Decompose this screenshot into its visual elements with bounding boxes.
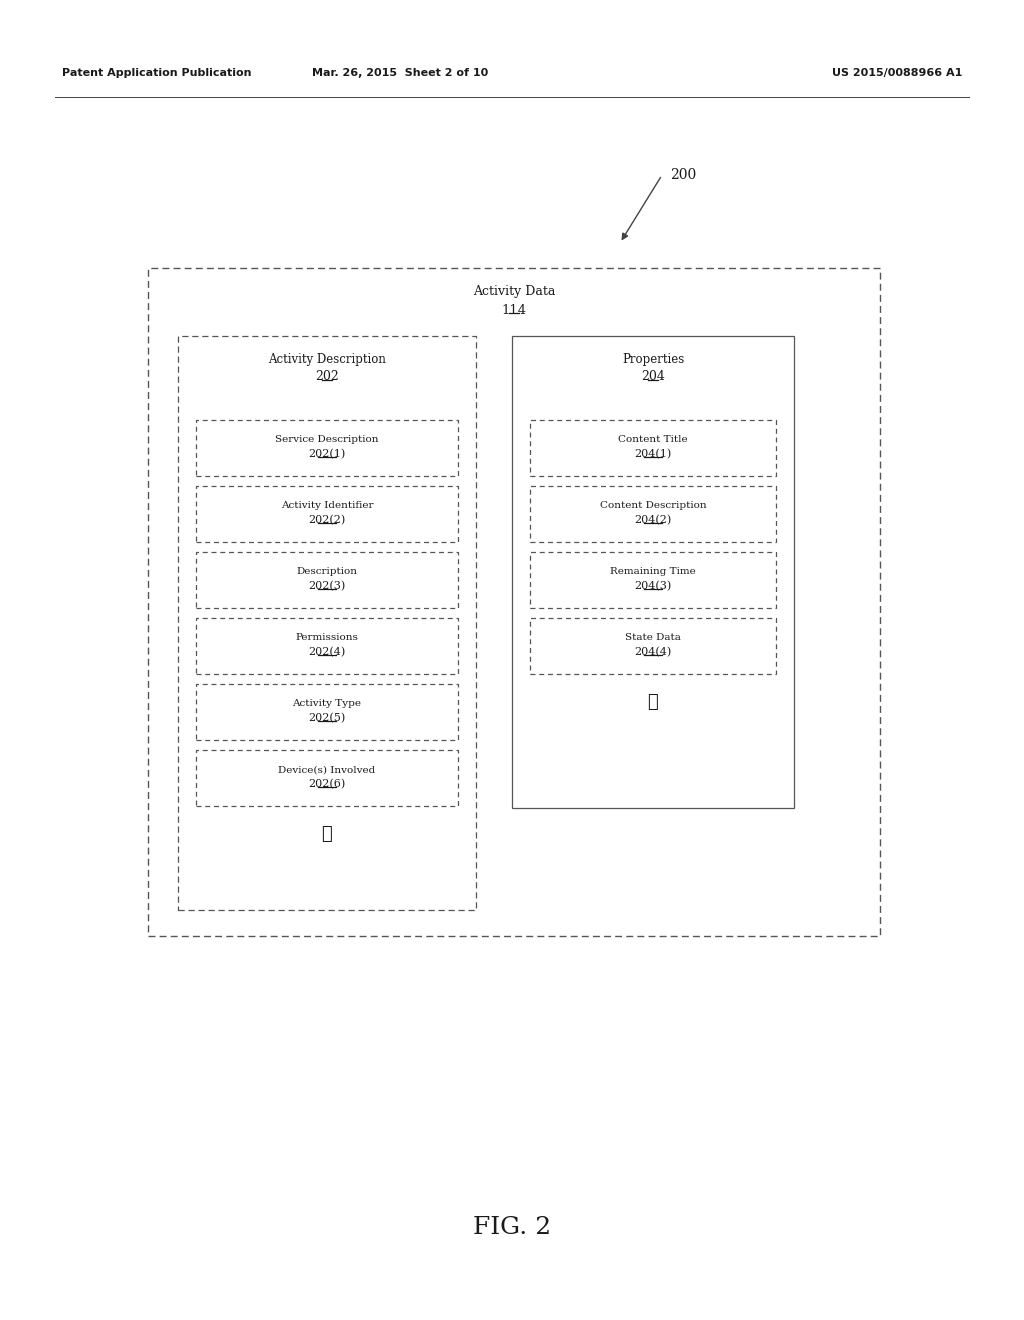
Text: 204(4): 204(4) <box>635 647 672 657</box>
Text: Mar. 26, 2015  Sheet 2 of 10: Mar. 26, 2015 Sheet 2 of 10 <box>312 69 488 78</box>
Text: 200: 200 <box>670 168 696 182</box>
Text: 204(2): 204(2) <box>635 515 672 525</box>
Text: 202(2): 202(2) <box>308 515 346 525</box>
Bar <box>196 618 458 675</box>
Text: Description: Description <box>297 568 357 577</box>
Text: Activity Data: Activity Data <box>473 285 555 298</box>
Bar <box>530 552 776 609</box>
Text: 202(1): 202(1) <box>308 449 346 459</box>
Bar <box>196 552 458 609</box>
Bar <box>530 420 776 477</box>
Text: 204: 204 <box>641 371 665 384</box>
Bar <box>196 420 458 477</box>
Text: Activity Identifier: Activity Identifier <box>281 502 374 511</box>
Text: Activity Description: Activity Description <box>268 354 386 367</box>
Text: 202: 202 <box>315 371 339 384</box>
Text: 114: 114 <box>502 304 526 317</box>
Text: Content Title: Content Title <box>618 436 688 445</box>
Text: Device(s) Involved: Device(s) Involved <box>279 766 376 775</box>
Bar <box>196 750 458 807</box>
Bar <box>196 486 458 543</box>
Text: ⋮: ⋮ <box>647 693 658 711</box>
Text: Remaining Time: Remaining Time <box>610 568 696 577</box>
Text: 202(6): 202(6) <box>308 779 346 789</box>
Text: 204(3): 204(3) <box>635 581 672 591</box>
Text: 202(4): 202(4) <box>308 647 346 657</box>
Text: US 2015/0088966 A1: US 2015/0088966 A1 <box>831 69 962 78</box>
Text: FIG. 2: FIG. 2 <box>473 1217 551 1239</box>
Bar <box>148 268 880 936</box>
Text: Permissions: Permissions <box>296 634 358 643</box>
Text: 202(3): 202(3) <box>308 581 346 591</box>
Text: Service Description: Service Description <box>275 436 379 445</box>
Bar <box>530 618 776 675</box>
Text: Patent Application Publication: Patent Application Publication <box>62 69 252 78</box>
Bar <box>530 486 776 543</box>
Text: Activity Type: Activity Type <box>293 700 361 709</box>
Bar <box>178 337 476 909</box>
Text: 202(5): 202(5) <box>308 713 346 723</box>
Bar <box>512 337 794 808</box>
Text: Properties: Properties <box>622 354 684 367</box>
Text: ⋮: ⋮ <box>322 825 333 843</box>
Text: State Data: State Data <box>625 634 681 643</box>
Bar <box>196 684 458 741</box>
Text: Content Description: Content Description <box>600 502 707 511</box>
Text: 204(1): 204(1) <box>635 449 672 459</box>
